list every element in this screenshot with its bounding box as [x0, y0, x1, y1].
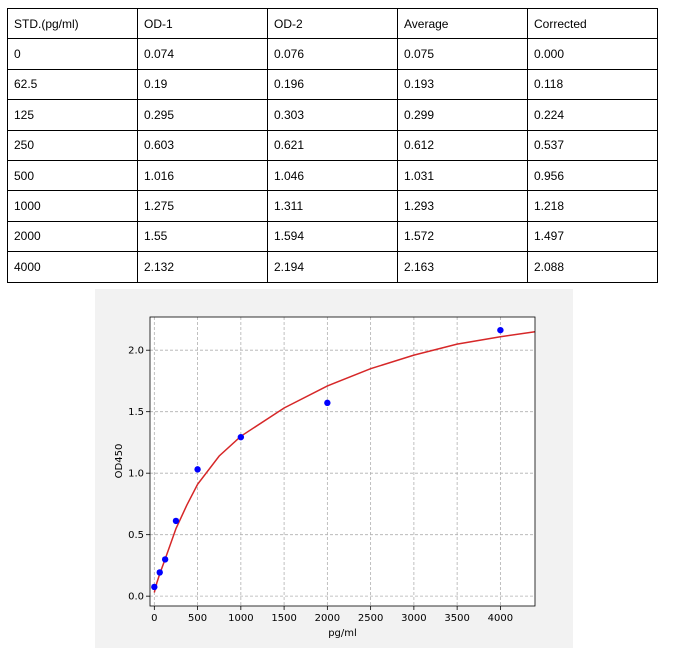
x-axis-ticks: 0 500 1000 1500 2000 2500 3000 3500 4000 [151, 606, 513, 624]
table-cell: 1.016 [137, 159, 268, 192]
data-point [497, 326, 504, 334]
table-cell: 1.311 [267, 190, 398, 222]
table-cell: 1.594 [267, 220, 398, 253]
y-tick-label: 1.0 [128, 469, 144, 480]
table-cell: 0.621 [267, 129, 398, 161]
table-row: 4000 2.132 2.194 2.163 2.088 [7, 251, 658, 283]
plot-area [150, 317, 535, 606]
x-tick-label: 0 [151, 613, 157, 624]
plot-frame [149, 316, 536, 607]
table-cell: 500 [7, 159, 138, 192]
table-cell: 250 [7, 129, 138, 161]
column-header: Corrected [527, 7, 658, 40]
table-cell: 2.132 [137, 251, 268, 283]
table-cell: 0.074 [137, 38, 268, 70]
table-cell: 0.612 [397, 129, 528, 161]
table-cell: 0.118 [527, 68, 658, 101]
x-tick-label: 500 [188, 613, 207, 624]
table-cell: 0.224 [527, 99, 658, 131]
x-tick-label: 1500 [271, 613, 296, 624]
data-point [324, 399, 331, 407]
standard-curve-table: STD.(pg/ml) OD-1 OD-2 Average Corrected 0 0.0… [7, 7, 658, 283]
table-row: 125 0.295 0.303 0.299 0.224 [7, 99, 658, 131]
y-axis-ticks: 0.0 0.5 1.0 1.5 2.0 [128, 346, 150, 603]
fit-curve-line [153, 331, 536, 593]
y-tick-label: 1.5 [128, 407, 144, 418]
table-cell: 1.275 [137, 190, 268, 222]
table-cell: 0.000 [527, 38, 658, 70]
data-point [156, 569, 163, 576]
table-cell: 1.218 [527, 190, 658, 222]
x-tick-label: 4000 [488, 613, 513, 624]
fit-curve-layer [153, 331, 536, 593]
table-cell: 0.19 [137, 68, 268, 101]
table-cell: 2000 [7, 220, 138, 253]
table-row: 250 0.603 0.621 0.612 0.537 [7, 129, 658, 161]
grid-lines [150, 317, 535, 606]
table-cell: 2.194 [267, 251, 398, 283]
table-body: 0 0.074 0.076 0.075 0.000 62.5 0.19 0.196 0.193 0… [7, 38, 658, 283]
table-cell: 1.55 [137, 220, 268, 253]
table-cell: 0.299 [397, 99, 528, 131]
table-cell: 0.956 [527, 159, 658, 192]
table-cell: 0.193 [397, 68, 528, 101]
table-cell: 0.196 [267, 68, 398, 101]
y-tick-label: 0.0 [128, 592, 144, 603]
x-tick-label: 2500 [358, 613, 383, 624]
x-tick-label: 3000 [401, 613, 426, 624]
table-row: 1000 1.275 1.311 1.293 1.218 [7, 190, 658, 222]
x-tick-label: 1000 [228, 613, 253, 624]
chart-svg: 0 500 1000 1500 2000 2500 3000 3500 4000 0.0 0.5 1… [114, 316, 536, 639]
table-cell: 1000 [7, 190, 138, 222]
table-cell: 0.075 [397, 38, 528, 70]
x-tick-label: 2000 [315, 613, 340, 624]
table-cell: 4000 [7, 251, 138, 283]
column-header: OD-1 [137, 7, 268, 40]
table-cell: 0 [7, 38, 138, 70]
standard-curve-chart: 0 500 1000 1500 2000 2500 3000 3500 4000 0.0 0.5 1… [95, 289, 573, 648]
table-cell: 1.293 [397, 190, 528, 222]
table-row: 0 0.074 0.076 0.075 0.000 [7, 38, 658, 70]
table-cell: 0.603 [137, 129, 268, 161]
table-cell: 125 [7, 99, 138, 131]
table-cell: 1.497 [527, 220, 658, 253]
table-cell: 0.303 [267, 99, 398, 131]
table-cell: 2.088 [527, 251, 658, 283]
table-cell: 1.046 [267, 159, 398, 192]
data-point [194, 466, 201, 473]
column-header: Average [397, 7, 528, 40]
data-point [172, 517, 180, 525]
y-axis-label: OD450 [114, 444, 125, 479]
table-cell: 1.031 [397, 159, 528, 192]
table-row: 62.5 0.19 0.196 0.193 0.118 [7, 68, 658, 101]
data-point [151, 583, 158, 591]
table-cell: 0.076 [267, 38, 398, 70]
column-header: OD-2 [267, 7, 398, 40]
table-cell: 2.163 [397, 251, 528, 283]
table-cell: 1.572 [397, 220, 528, 253]
table-cell: 62.5 [7, 68, 138, 101]
table-header-row: STD.(pg/ml) OD-1 OD-2 Average Corrected [7, 7, 658, 40]
column-header: STD.(pg/ml) [7, 7, 138, 40]
table-cell: 0.295 [137, 99, 268, 131]
data-point [161, 556, 169, 563]
y-tick-label: 0.5 [128, 530, 144, 541]
x-tick-label: 3500 [444, 613, 469, 624]
data-point [237, 433, 245, 441]
x-axis-label: pg/ml [328, 628, 357, 639]
table-cell: 0.537 [527, 129, 658, 161]
table-row: 500 1.016 1.046 1.031 0.956 [7, 159, 658, 192]
table-row: 2000 1.55 1.594 1.572 1.497 [7, 220, 658, 253]
data-points-layer [151, 326, 504, 591]
y-tick-label: 2.0 [128, 346, 144, 357]
